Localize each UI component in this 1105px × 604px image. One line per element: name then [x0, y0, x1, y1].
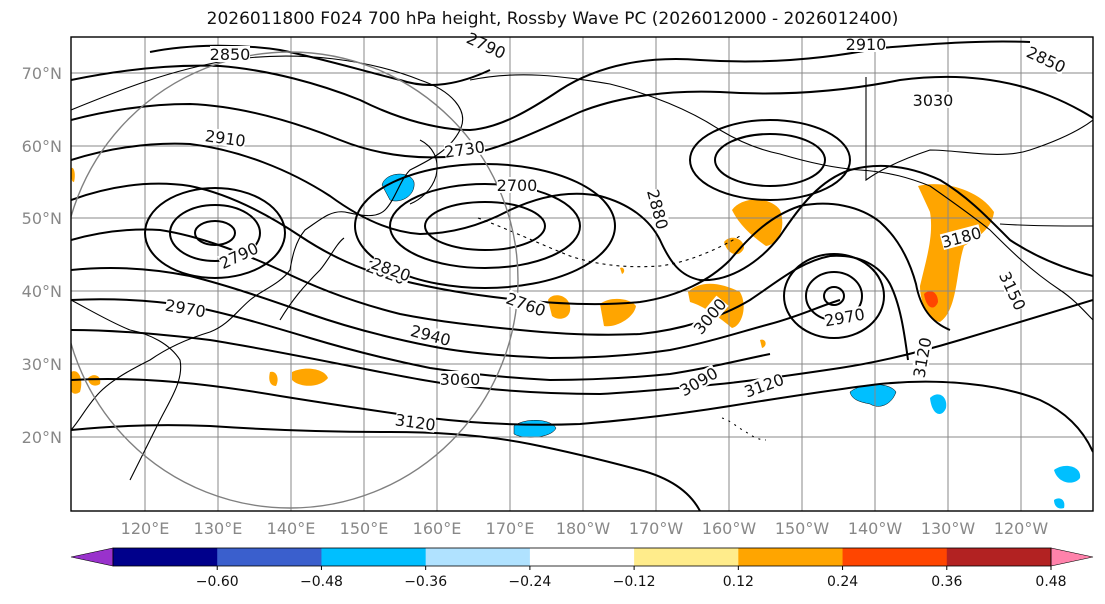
lon-label: 120°E: [121, 519, 170, 538]
lon-label: 170°W: [629, 519, 684, 538]
shade-blob: [924, 291, 938, 308]
shade-blob: [620, 267, 625, 274]
colorbar-tick-label: −0.48: [300, 574, 343, 590]
longitude-labels: 120°E 130°E 140°E 150°E 160°E 170°E 180°W 170°W…: [121, 519, 1049, 538]
contour-label: 2910: [846, 35, 887, 54]
lat-label: 60°N: [22, 137, 62, 156]
contour-closed: [714, 133, 826, 187]
shade-blob: [381, 173, 415, 202]
colorbar-frame: [112, 547, 1052, 567]
lon-label: 180°W: [556, 519, 611, 538]
lat-lon-grid: [71, 37, 1093, 511]
coastline-asia: [71, 55, 464, 431]
shade-blob: [732, 199, 783, 246]
lat-label: 30°N: [22, 355, 62, 374]
contour-closed: [823, 286, 845, 306]
coastline-china: [71, 299, 182, 481]
colorbar-tick-label: −0.12: [613, 574, 656, 590]
coastline-aleutians: [477, 217, 741, 268]
contour-label: 2850: [210, 45, 251, 64]
contour-closed: [354, 163, 616, 289]
colorbar: −0.60 −0.48 −0.36 −0.24 −0.12 0.12 0.24 0.36 0.4…: [70, 547, 1094, 590]
colorbar-bin: [842, 548, 948, 566]
shade-blob: [71, 371, 82, 394]
colorbar-bin: [529, 548, 635, 566]
colorbar-bin: [738, 548, 844, 566]
lon-label: 140°E: [267, 519, 316, 538]
shade-blob: [760, 339, 766, 348]
latitude-labels: 70°N 60°N 50°N 40°N 30°N 20°N: [22, 64, 62, 447]
contour-closed: [194, 220, 236, 246]
colorbar-bin: [113, 548, 218, 566]
contour-closed: [424, 201, 546, 251]
colorbar-tick-label: −0.36: [404, 574, 447, 590]
coastline-canada-border: [999, 223, 1093, 227]
shade-blob: [600, 298, 636, 327]
contour-label: 2700: [497, 176, 538, 195]
height-contours: [71, 40, 1093, 511]
region-circle: [71, 51, 519, 509]
contour-label: 3060: [440, 370, 481, 389]
coastlines: [71, 55, 1093, 481]
lon-label: 160°E: [413, 519, 462, 538]
shade-blob: [1054, 465, 1081, 483]
coastline-alaska: [469, 74, 1093, 321]
colorbar-bin: [217, 548, 322, 566]
contour-line: [71, 75, 1093, 159]
shade-blob: [548, 295, 571, 319]
contour-line: [71, 142, 1093, 282]
shade-blob: [88, 375, 101, 386]
colorbar-extend-low: [70, 547, 114, 567]
lon-label: 150°W: [775, 519, 830, 538]
lon-label: 160°W: [702, 519, 757, 538]
colorbar-tick-label: −0.60: [196, 574, 239, 590]
shade-blob: [930, 394, 947, 414]
colorbar-extend-high: [1050, 547, 1094, 567]
contour-closed: [689, 119, 851, 201]
lon-label: 130°W: [921, 519, 976, 538]
shade-blob: [292, 368, 328, 386]
contour-line: [149, 44, 491, 86]
lon-label: 170°E: [486, 519, 535, 538]
colorbar-tick-label: 0.36: [931, 574, 962, 590]
contour-closed: [783, 253, 885, 339]
shade-blob: [71, 167, 75, 182]
lon-label: 150°E: [340, 519, 389, 538]
colorbar-bin: [634, 548, 739, 566]
colorbar-bin: [321, 548, 427, 566]
lon-label: 130°E: [194, 519, 243, 538]
contour-line: [71, 182, 951, 331]
colorbar-tick-label: 0.24: [827, 574, 858, 590]
contour-closed: [144, 187, 286, 279]
lat-label: 70°N: [22, 64, 62, 83]
colorbar-tick-label: −0.24: [508, 574, 551, 590]
colorbar-tick-label: 0.48: [1035, 574, 1066, 590]
contour-closed: [169, 204, 261, 262]
contour-line: [71, 377, 1093, 453]
colorbar-bin: [425, 548, 531, 566]
contour-line: [71, 424, 701, 511]
lat-label: 40°N: [22, 282, 62, 301]
shade-blob: [1054, 498, 1065, 509]
coastline-hawaii: [721, 417, 767, 441]
coastline-kamchatka: [409, 139, 438, 205]
colorbar-bin: [946, 548, 1052, 566]
lon-label: 120°W: [994, 519, 1049, 538]
coastline-japan: [279, 237, 345, 321]
lat-label: 50°N: [22, 209, 62, 228]
contour-label: 3030: [913, 91, 954, 110]
lon-label: 140°W: [848, 519, 903, 538]
contour-line: [71, 267, 841, 360]
plot-frame: [70, 36, 1094, 512]
colorbar-tick-label: 0.12: [723, 574, 754, 590]
map-title: 2026011800 F024 700 hPa height, Rossby W…: [206, 9, 899, 29]
contour-closed: [389, 183, 581, 269]
shade-blob: [269, 371, 278, 386]
lat-label: 20°N: [22, 428, 62, 447]
